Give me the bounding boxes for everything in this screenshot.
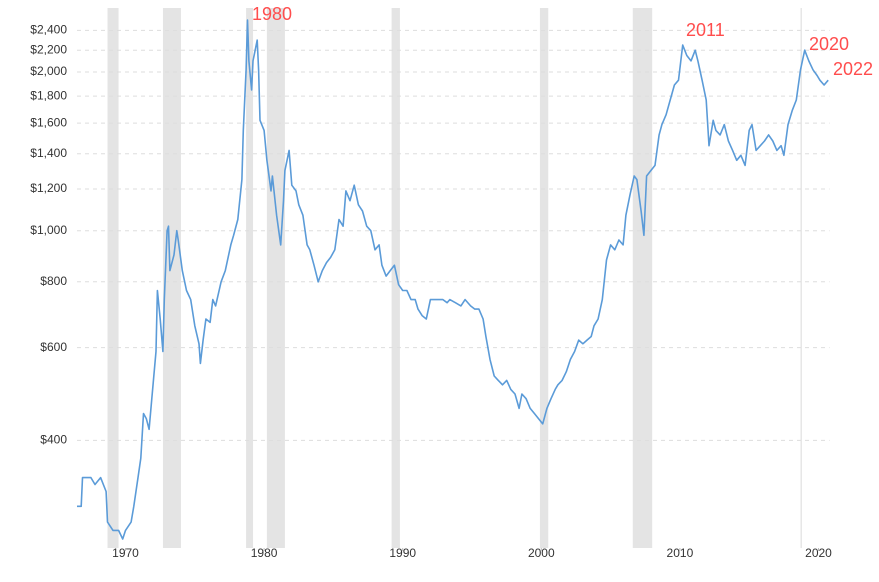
recession-band [391,8,400,548]
y-tick-label: $1,000 [30,223,67,237]
price-line [77,19,829,540]
annotation: 1980 [252,4,292,24]
recession-band [162,8,181,548]
y-tick-label: $1,400 [30,146,67,160]
x-tick-label: 1980 [251,546,278,560]
x-tick-label: 2000 [528,546,555,560]
y-tick-label: $2,400 [30,22,67,36]
recession-band [107,8,119,548]
x-tick-label: 2010 [667,546,694,560]
y-tick-label: $2,200 [30,42,67,56]
recession-band [246,8,254,548]
annotation: 2020 [809,34,849,54]
y-tick-label: $1,600 [30,115,67,129]
x-tick-label: 1970 [112,546,139,560]
y-tick-label: $800 [40,274,67,288]
recession-band [539,8,549,548]
annotation: 2011 [686,20,725,40]
x-tick-label: 2020 [805,546,832,560]
y-tick-label: $400 [40,433,67,447]
recession-band [800,8,802,548]
x-tick-label: 1990 [389,546,416,560]
recession-band [632,8,653,548]
y-tick-label: $600 [40,340,67,354]
y-tick-label: $2,000 [30,64,67,78]
recession-band [266,8,285,548]
annotation: 2022 [833,59,873,79]
y-tick-label: $1,200 [30,181,67,195]
y-tick-label: $1,800 [30,88,67,102]
